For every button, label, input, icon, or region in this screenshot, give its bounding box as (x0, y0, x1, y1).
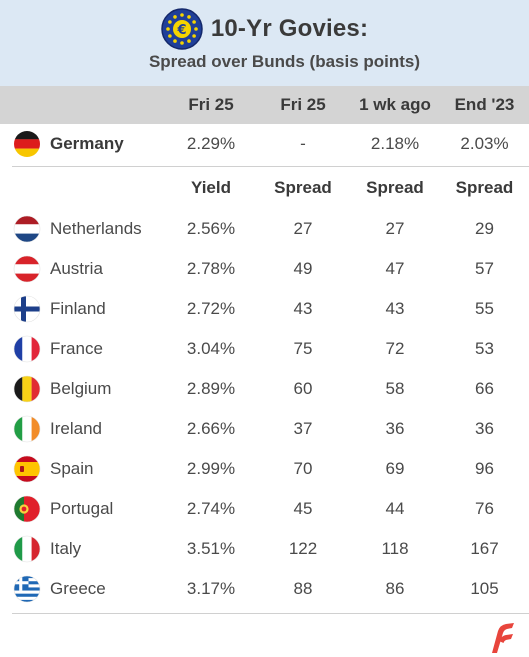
table-cell: 2.89% (186, 379, 236, 398)
table-row: Spain 2.99% 70 69 96 (0, 449, 529, 489)
table-cell: - (300, 134, 306, 153)
table-row: Greece 3.17% 88 86 105 (0, 569, 529, 609)
table-row: Italy 3.51% 122 118 167 (0, 529, 529, 569)
table-row: Belgium 2.89% 60 58 66 (0, 369, 529, 409)
table-cell: 37 (293, 419, 313, 438)
subheader-row: Yield Spread Spread Spread (0, 167, 529, 207)
table-cell: 53 (475, 339, 494, 358)
table-cell: 47 (385, 259, 405, 278)
table-cell: 72 (385, 339, 405, 358)
table-cell: 36 (385, 419, 405, 438)
table-cell: 105 (470, 579, 499, 598)
table-row: Finland 2.72% 43 43 55 (0, 289, 529, 329)
table-cell: 27 (293, 219, 313, 238)
table-cell: 2.29% (186, 134, 236, 153)
subheader: Yield (191, 178, 231, 197)
es-flag-icon (13, 455, 41, 483)
country-name: France (50, 339, 103, 358)
country-name: Netherlands (50, 219, 142, 238)
column-header: 1 wk ago (359, 95, 431, 114)
be-flag-icon (13, 375, 41, 403)
table-cell: 60 (293, 379, 313, 398)
gr-flag-icon (13, 575, 41, 603)
at-flag-icon (13, 255, 41, 283)
table-row: Ireland 2.66% 37 36 36 (0, 409, 529, 449)
table-cell: 3.17% (186, 579, 236, 598)
table-cell: 75 (293, 339, 313, 358)
table-cell: 57 (475, 259, 494, 278)
country-name: Spain (50, 459, 94, 478)
table-cell: 3.04% (186, 339, 236, 358)
subheader: Spread (366, 178, 424, 197)
table-row-germany: Germany 2.29% - 2.18% 2.03% (0, 124, 529, 164)
table-cell: 2.66% (186, 419, 236, 438)
country-name: Greece (50, 579, 106, 598)
table-cell: 167 (470, 539, 499, 558)
table-row: Netherlands 2.56% 27 27 29 (0, 209, 529, 249)
column-header: Fri 25 (280, 95, 326, 114)
table-cell: 29 (475, 219, 494, 238)
table-cell: 76 (475, 499, 494, 518)
table-row: Austria 2.78% 49 47 57 (0, 249, 529, 289)
header: € 10-Yr Govies: Spread over Bunds (basis… (0, 0, 529, 86)
table-cell: 2.78% (186, 259, 236, 278)
stripes-logo-icon (492, 623, 514, 653)
column-header-row: Fri 25 Fri 25 1 wk ago End '23 (0, 86, 529, 124)
subheader: Spread (274, 178, 332, 197)
country-name: Portugal (50, 499, 114, 518)
table-cell: 45 (293, 499, 313, 518)
table-cell: 43 (293, 299, 313, 318)
table-cell: 70 (293, 459, 313, 478)
table-cell: 58 (385, 379, 405, 398)
title-row: € 10-Yr Govies: (0, 7, 529, 51)
table-cell: 2.74% (186, 499, 236, 518)
nl-flag-icon (13, 215, 41, 243)
table-cell: 36 (475, 419, 494, 438)
country-name: Austria (50, 259, 103, 278)
table-cell: 44 (385, 499, 405, 518)
divider (12, 613, 529, 614)
it-flag-icon (13, 535, 41, 563)
svg-text:€: € (176, 23, 186, 38)
table-cell: 96 (475, 459, 494, 478)
table-cell: 88 (293, 579, 313, 598)
table-cell: 122 (288, 539, 318, 558)
table-cell: 55 (475, 299, 494, 318)
fi-flag-icon (13, 295, 41, 323)
table-cell: 2.99% (186, 459, 236, 478)
table-cell: 86 (385, 579, 405, 598)
table-cell: 3.51% (186, 539, 236, 558)
country-name: Italy (50, 539, 82, 558)
table-cell: 118 (381, 539, 409, 558)
fr-flag-icon (13, 335, 41, 363)
subheader: Spread (455, 178, 514, 197)
table-cell: 2.56% (186, 219, 236, 238)
table-cell: 27 (385, 219, 405, 238)
ie-flag-icon (13, 415, 41, 443)
country-name: Germany (50, 134, 124, 153)
country-name: Ireland (50, 419, 102, 438)
euro-coin-icon: € (161, 8, 203, 50)
table-cell: 69 (385, 459, 405, 478)
pt-flag-icon (13, 495, 41, 523)
table-row: France 3.04% 75 72 53 (0, 329, 529, 369)
column-header: End '23 (454, 95, 515, 114)
country-name: Belgium (50, 379, 112, 398)
country-name: Finland (50, 299, 106, 318)
divider (12, 166, 529, 167)
page-title: 10-Yr Govies: (210, 15, 369, 42)
germany-flag-icon (14, 131, 40, 157)
table-cell: 2.72% (186, 299, 236, 318)
column-header: Fri 25 (188, 95, 234, 114)
table-cell: 49 (293, 259, 313, 278)
table-cell: 66 (475, 379, 494, 398)
table-row: Portugal 2.74% 45 44 76 (0, 489, 529, 529)
table-cell: 2.18% (370, 134, 420, 153)
table-cell: 43 (385, 299, 405, 318)
table-cell: 2.03% (460, 134, 509, 153)
page-subtitle: Spread over Bunds (basis points) (148, 52, 421, 71)
